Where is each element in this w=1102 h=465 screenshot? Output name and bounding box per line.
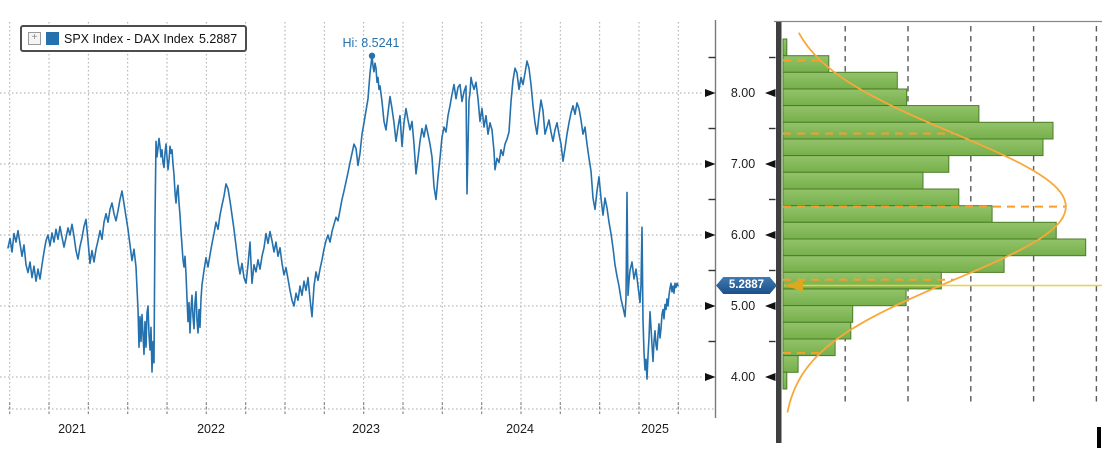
histogram-bar [782, 121, 1054, 140]
normal-distribution-overlay [783, 32, 1067, 413]
histogram-bar [782, 255, 1005, 273]
yellow-arrow-icon [784, 279, 803, 292]
x-axis-year-label: 2025 [641, 422, 669, 436]
histogram-bar [782, 155, 950, 173]
x-axis-year-label: 2021 [58, 422, 86, 436]
histogram-value-axis [776, 22, 782, 443]
legend-last-value: 5.2887 [198, 31, 238, 46]
y-axis-label: 8.00 [730, 86, 756, 100]
high-annotation-label: Hi: 8.5241 [342, 36, 400, 50]
histogram-bar [782, 205, 993, 223]
price-series [7, 52, 679, 380]
histogram-bar [782, 271, 942, 290]
y-axis-label: 7.00 [730, 157, 756, 171]
histogram-bar [782, 188, 960, 207]
histogram-bar [782, 55, 830, 73]
high-point-marker [368, 52, 376, 59]
x-axis-year-label: 2023 [352, 422, 380, 436]
histogram-bar [782, 371, 788, 390]
histogram-bar [782, 71, 898, 90]
y-axis-label: 6.00 [730, 228, 756, 242]
histogram-bar [782, 238, 1087, 257]
histogram-bar [782, 221, 1057, 240]
histogram-bar [782, 138, 1044, 157]
series-line [7, 54, 679, 380]
shared-value-axis [705, 20, 776, 418]
series-color-swatch-icon [46, 32, 59, 45]
legend-series-label: SPX Index - DAX Index [64, 31, 194, 46]
expand-icon[interactable]: + [28, 32, 41, 45]
histogram-bar [782, 355, 799, 373]
y-axis-label: 5.00 [730, 299, 756, 313]
histogram-bar [782, 305, 854, 323]
histogram-bar [782, 288, 907, 307]
histogram-bar [782, 105, 980, 123]
y-axis-label: 4.00 [730, 370, 756, 384]
histogram-bar [782, 38, 788, 57]
line-chart-gridlines [0, 22, 716, 415]
last-value-badge: 5.2887 [716, 277, 777, 294]
histogram-bar [782, 171, 924, 190]
corner-tick-mark [1097, 427, 1101, 448]
x-axis-year-label: 2022 [197, 422, 225, 436]
last-value-marker [784, 279, 1102, 292]
x-axis-year-label: 2024 [506, 422, 534, 436]
histogram-bars [782, 38, 1087, 390]
normal-curve [786, 32, 1067, 413]
legend-box[interactable]: + SPX Index - DAX Index 5.2887 [20, 25, 248, 52]
